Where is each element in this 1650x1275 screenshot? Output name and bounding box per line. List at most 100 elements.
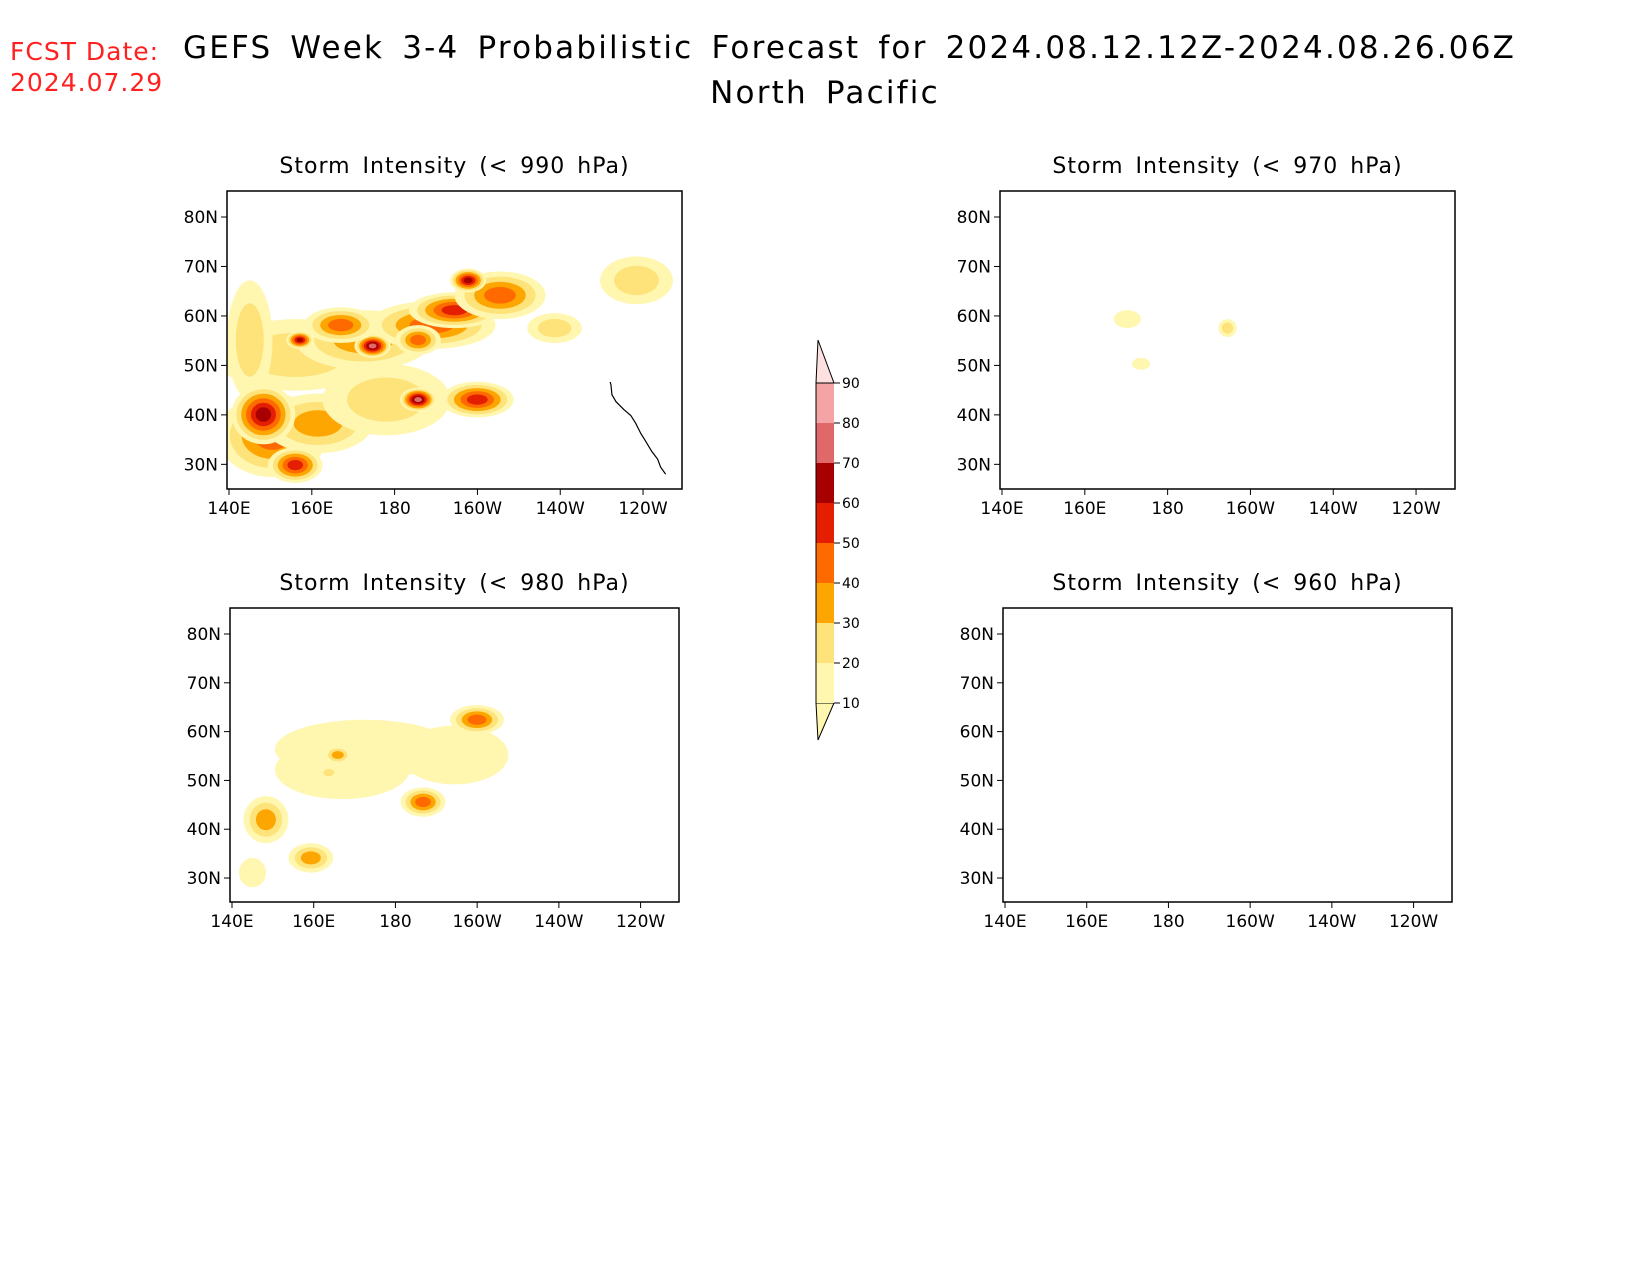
fcst-date-value: 2024.07.29 [10, 68, 164, 97]
probability-contour [1131, 357, 1151, 370]
colorbar-band [816, 663, 834, 703]
y-tick-label: 50N [960, 771, 994, 791]
map-frame [1002, 607, 1453, 903]
y-tick-label: 60N [960, 723, 994, 743]
colorbar-label: 90 [842, 376, 860, 392]
y-tick-label: 50N [184, 356, 218, 376]
x-tick-label: 140W [534, 912, 583, 932]
map-panel-1: Storm Intensity (< 990 hPa) 140E 160E 180 16… [184, 154, 683, 519]
colorbar-band [816, 503, 834, 543]
panel-title: Storm Intensity (< 970 hPa) [1052, 154, 1402, 179]
y-tick-label: 50N [187, 771, 221, 791]
x-tick-label: 160W [1226, 499, 1275, 519]
x-tick-label: 160W [453, 499, 502, 519]
colorbar-label: 60 [842, 496, 860, 512]
x-tick-label: 140W [1309, 499, 1358, 519]
probability-contour [323, 769, 335, 777]
probability-contour [287, 460, 304, 471]
colorbar-label: 20 [842, 656, 860, 672]
probability-contour [614, 265, 659, 296]
x-tick-label: 140E [983, 912, 1026, 932]
probability-contour [274, 740, 410, 800]
y-tick-label: 80N [957, 208, 991, 228]
colorbar-band [816, 383, 834, 423]
y-tick-label: 30N [187, 869, 221, 889]
x-tick-label: 140W [1307, 912, 1356, 932]
x-tick-label: 140E [207, 499, 250, 519]
panel-title: Storm Intensity (< 990 hPa) [279, 154, 629, 179]
y-tick-label: 30N [960, 869, 994, 889]
fcst-date-label: FCST Date: [10, 37, 160, 66]
map-frame [229, 607, 680, 903]
panel-title: Storm Intensity (< 960 hPa) [1052, 571, 1402, 596]
probability-contour [235, 303, 264, 377]
probability-contour [331, 751, 344, 759]
y-tick-label: 30N [957, 455, 991, 475]
y-tick-label: 80N [187, 625, 221, 645]
probability-field [238, 705, 509, 888]
map-panel-3: Storm Intensity (< 980 hPa) 140E 160E 180 16… [187, 571, 680, 932]
probability-contour [255, 809, 276, 831]
colorbar-band [816, 543, 834, 583]
probability-contour [238, 857, 266, 888]
y-tick-label: 70N [184, 257, 218, 277]
y-tick-label: 60N [187, 723, 221, 743]
map-frame [226, 190, 683, 490]
y-tick-label: 70N [957, 257, 991, 277]
x-tick-label: 160E [290, 499, 333, 519]
y-tick-label: 40N [184, 406, 218, 426]
probability-contour [466, 394, 488, 405]
probability-contour [300, 851, 321, 865]
x-tick-label: 180 [1151, 499, 1183, 519]
colorbar-band [816, 463, 834, 503]
x-tick-label: 160E [1065, 912, 1108, 932]
probability-contour [296, 337, 304, 343]
probability-contour [293, 410, 343, 437]
colorbar-band [816, 583, 834, 623]
x-tick-label: 180 [379, 912, 411, 932]
y-tick-label: 80N [960, 625, 994, 645]
y-tick-label: 40N [187, 820, 221, 840]
probability-contour [415, 796, 431, 808]
x-tick-label: 120W [618, 499, 667, 519]
x-tick-label: 160W [1226, 912, 1275, 932]
colorbar-label: 10 [842, 696, 860, 712]
probability-field [1113, 310, 1237, 370]
panel-title: Storm Intensity (< 980 hPa) [279, 571, 629, 596]
colorbar-band [816, 423, 834, 463]
x-tick-label: 160W [453, 912, 502, 932]
coastline [1000, 208, 1455, 475]
map-frame [999, 190, 1456, 490]
probability-contour [368, 343, 377, 349]
probability-contour [484, 287, 516, 304]
colorbar-end-low [815, 702, 835, 741]
probability-contour [441, 305, 468, 316]
y-tick-label: 80N [184, 208, 218, 228]
colorbar-end-high [815, 339, 835, 384]
y-tick-label: 60N [184, 307, 218, 327]
colorbar: 10 20 30 40 50 60 70 80 90 [815, 339, 860, 741]
x-tick-label: 120W [1389, 912, 1438, 932]
probability-contour [410, 334, 427, 346]
map-panel-2: Storm Intensity (< 970 hPa) 140E 160E 180 16… [957, 154, 1456, 519]
y-tick-label: 50N [957, 356, 991, 376]
colorbar-label: 70 [842, 456, 860, 472]
probability-contour [414, 397, 422, 403]
probability-contour [328, 318, 354, 332]
colorbar-label: 50 [842, 536, 860, 552]
x-tick-label: 140E [210, 912, 253, 932]
y-tick-label: 70N [960, 674, 994, 694]
probability-field [227, 256, 673, 484]
y-tick-label: 60N [957, 307, 991, 327]
y-tick-label: 30N [184, 455, 218, 475]
colorbar-label: 80 [842, 416, 860, 432]
x-tick-label: 120W [1391, 499, 1440, 519]
probability-contour [467, 714, 487, 725]
probability-contour [255, 407, 272, 422]
colorbar-band [816, 623, 834, 663]
map-panel-4: Storm Intensity (< 960 hPa) 140E 160E 180 16… [960, 571, 1453, 932]
coastline [1003, 625, 1452, 888]
probability-contour [1221, 322, 1234, 334]
colorbar-label: 40 [842, 576, 860, 592]
